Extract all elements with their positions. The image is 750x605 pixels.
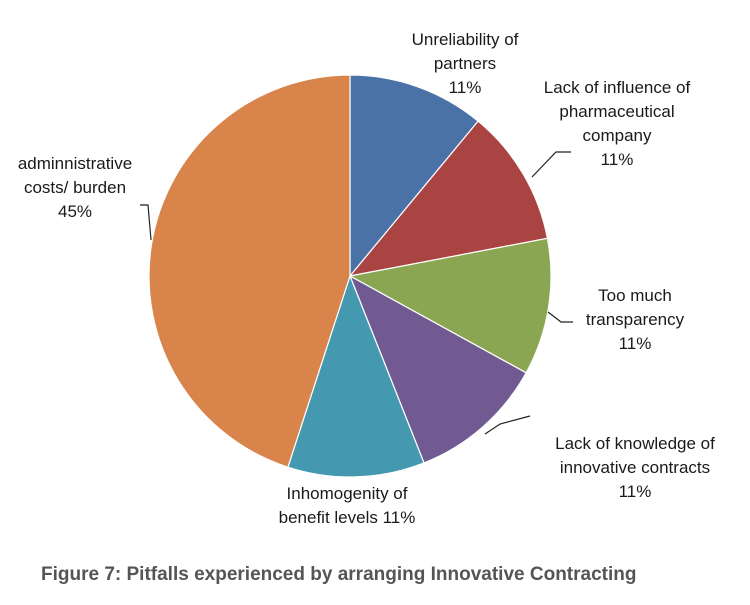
pie-slice-1 [349, 74, 479, 278]
pie-slice-4 [348, 274, 527, 464]
percent-label: 11% [448, 78, 482, 97]
pie-slices [148, 74, 552, 478]
percent-label: 11% [600, 150, 634, 169]
label-line: costs/ burden [23, 178, 127, 197]
slice-label-unreliability: Unreliability of partners 11% [350, 28, 580, 100]
slice-label-lack-of-knowledge: Lack of knowledge of innovative contract… [530, 432, 740, 504]
label-line: Lack of knowledge of [555, 434, 715, 453]
leader-lines [140, 151, 573, 435]
label-line: innovative contracts [559, 458, 711, 477]
label-line: company [582, 126, 652, 145]
percent-label: 11% [618, 334, 652, 353]
label-line: transparency [585, 310, 685, 329]
pie-slice-3 [348, 237, 552, 374]
leader-line-lack-of-knowledge [484, 415, 531, 435]
slice-label-inhomogenity: Inhomogenity of benefit levels 11% [252, 482, 442, 530]
pie-chart [140, 74, 573, 478]
leader-line-too-much-transparency [547, 311, 573, 323]
label-line: Lack of influence of [543, 78, 691, 97]
percent-label: 11% [618, 482, 652, 501]
label-line: pharmaceutical [559, 102, 675, 121]
label-line: Too much [598, 286, 672, 305]
figure-caption: Figure 7: Pitfalls experienced by arrang… [41, 564, 637, 585]
label-line: adminnistrative [17, 154, 133, 173]
label-line: benefit levels 11% [278, 508, 416, 527]
pie-slice-2 [348, 120, 549, 277]
label-line: Inhomogenity of [286, 484, 408, 503]
pie-slice-5 [287, 274, 425, 478]
pie-slice-6 [148, 74, 351, 468]
slice-label-lack-of-influence: Lack of influence of pharmaceutical comp… [512, 76, 722, 172]
label-line: partners [433, 54, 497, 73]
label-line: Unreliability of [411, 30, 519, 49]
slice-label-administrative: adminnistrative costs/ burden 45% [0, 152, 150, 224]
slice-label-too-much-transparency: Too much transparency 11% [560, 284, 710, 356]
percent-label: 45% [57, 202, 93, 221]
percent-label: 11% [377, 508, 416, 527]
leader-line-lack-of-influence [531, 151, 571, 178]
leader-line-administrative [140, 204, 152, 241]
